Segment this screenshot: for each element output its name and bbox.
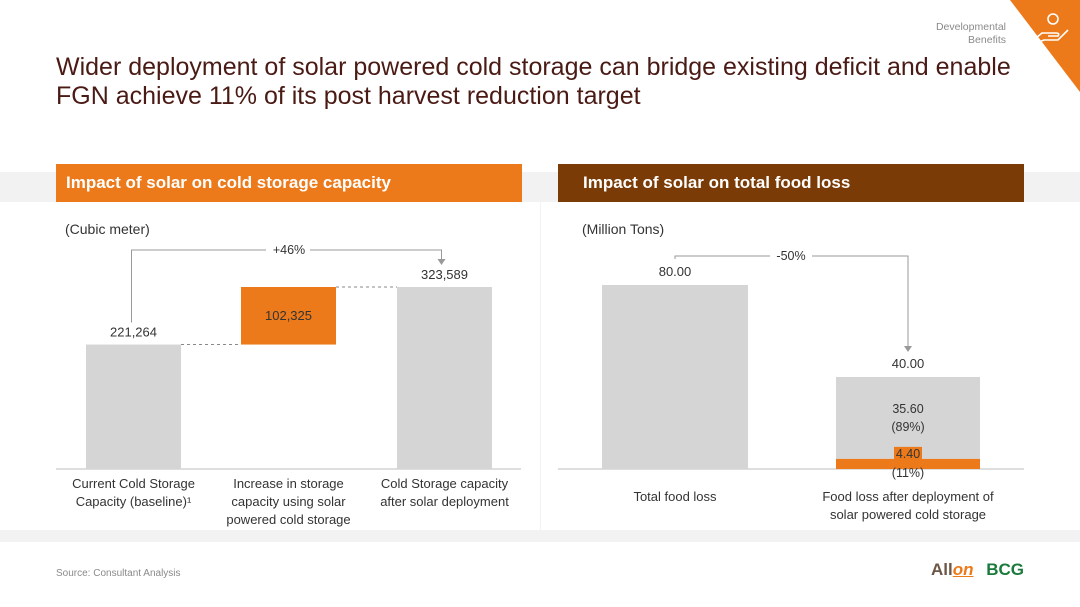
left-panel-header: Impact of solar on cold storage capacity (56, 164, 522, 202)
section-label-line2: Benefits (968, 34, 1006, 46)
bar-remaining-food-loss (836, 377, 980, 459)
segment-label-solar: 4.40 (896, 447, 920, 461)
growth-arrowhead (437, 259, 446, 265)
value-label-increase: 102,325 (265, 308, 312, 323)
allon-logo-text: All (930, 560, 953, 579)
segment-label-remaining: 35.60 (892, 402, 923, 416)
reduction-label-bg (770, 248, 812, 264)
left-unit-label: (Cubic meter) (65, 221, 150, 237)
bar-capacity-after (397, 287, 492, 469)
value-label-after: 323,589 (421, 267, 468, 282)
category-label-1-0: Increase in storage (233, 476, 344, 491)
segment-pct-remaining: (89%) (891, 420, 924, 434)
bar-solar-reduction (836, 458, 980, 469)
value-label-current: 221,264 (110, 325, 157, 340)
source-note: Source: Consultant Analysis (56, 568, 181, 579)
category-label-0-0: Current Cold Storage (72, 476, 195, 491)
bcg-logo: BCG (986, 560, 1024, 579)
bar-current-capacity (86, 344, 181, 469)
growth-label-bg (266, 242, 310, 258)
segment-pct-solar: (11%) (892, 466, 924, 480)
reduction-arrowhead (904, 346, 912, 352)
growth-annotation: +46% (273, 243, 305, 257)
category-label-0-1: Capacity (baseline)¹ (76, 494, 192, 509)
category-label-total: Total food loss (633, 489, 717, 504)
section-label-line1: Developmental (935, 21, 1006, 33)
category-label-after-1: solar powered cold storage (830, 507, 986, 522)
allon-logo-accent: on (952, 560, 974, 579)
right-panel-header: Impact of solar on total food loss (558, 164, 1024, 202)
page-title: Wider deployment of solar powered cold s… (56, 53, 1011, 110)
total-label-after: 40.00 (892, 356, 925, 371)
category-label-after-0: Food loss after deployment of (822, 489, 994, 504)
category-label-2-0: Cold Storage capacity (381, 476, 509, 491)
right-unit-label: (Million Tons) (582, 221, 665, 237)
bar-capacity-increase (241, 287, 336, 345)
total-label-food-loss: 80.00 (659, 264, 692, 279)
reduction-annotation: -50% (776, 249, 805, 263)
bar-total-food-loss (602, 285, 748, 469)
category-label-1-2: powered cold storage (226, 512, 350, 527)
category-label-2-1: after solar deployment (380, 494, 509, 509)
solar-label-bg (894, 446, 922, 461)
logos: Allon BCG (931, 560, 1024, 580)
section-label: Developmental Benefits (936, 21, 1006, 47)
category-label-1-1: capacity using solar (231, 494, 346, 509)
